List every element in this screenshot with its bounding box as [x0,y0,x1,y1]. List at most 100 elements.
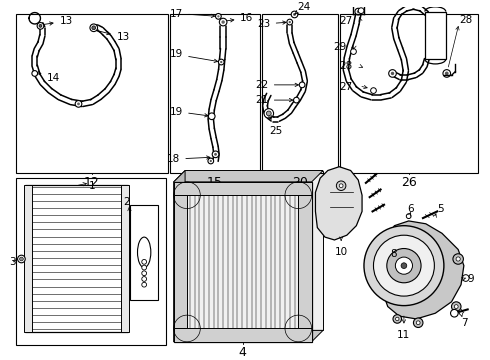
Text: 19: 19 [170,49,218,63]
Circle shape [142,282,147,287]
Circle shape [142,265,147,270]
Circle shape [395,257,413,274]
Text: 28: 28 [459,15,472,25]
Circle shape [20,257,24,261]
Circle shape [299,82,305,88]
Text: 29: 29 [334,42,347,52]
Bar [130,205,158,300]
Circle shape [463,275,469,282]
Circle shape [401,263,407,269]
Polygon shape [316,167,362,240]
Circle shape [142,276,147,282]
Text: 14: 14 [37,71,60,83]
Bar [170,14,260,174]
Circle shape [387,248,421,283]
Circle shape [336,181,346,190]
Circle shape [451,302,461,311]
Polygon shape [185,171,323,330]
Text: 23: 23 [257,19,286,29]
Text: 17: 17 [170,9,215,18]
Text: 15: 15 [207,176,222,189]
Text: 7: 7 [461,318,467,328]
Circle shape [293,13,296,16]
Circle shape [212,151,219,158]
Text: 18: 18 [167,154,210,164]
Text: 21: 21 [256,95,293,105]
Circle shape [32,71,38,76]
Text: 26: 26 [401,176,416,189]
Text: 13: 13 [43,16,73,26]
Circle shape [264,109,273,118]
Circle shape [90,24,98,32]
Text: 22: 22 [256,80,298,90]
Text: 10: 10 [335,247,348,257]
Text: 28: 28 [339,61,352,71]
Text: 3: 3 [9,257,16,267]
Bar [173,182,312,342]
Circle shape [39,24,42,27]
Text: 11: 11 [397,330,411,340]
Circle shape [373,235,434,296]
Circle shape [220,61,222,63]
Bar [340,14,478,174]
Circle shape [291,11,298,18]
Text: 19: 19 [170,107,208,117]
Text: 1: 1 [89,181,95,191]
Text: 24: 24 [294,1,311,14]
Polygon shape [173,171,185,342]
Polygon shape [173,171,323,182]
Circle shape [456,257,460,261]
Circle shape [267,111,271,116]
Circle shape [92,26,96,30]
Circle shape [355,8,362,15]
Text: 12: 12 [84,176,99,189]
Circle shape [416,321,420,325]
Text: 25: 25 [269,116,282,135]
Circle shape [358,8,364,14]
Circle shape [445,72,449,75]
Circle shape [391,72,394,75]
Bar [25,185,128,332]
Text: 27: 27 [339,16,352,26]
Circle shape [75,100,82,107]
Circle shape [357,10,360,13]
Circle shape [208,113,215,120]
Bar [24,185,32,332]
Bar [173,328,312,342]
Circle shape [220,18,227,26]
Text: 27: 27 [339,82,352,92]
Circle shape [294,97,299,103]
Bar [16,14,168,174]
Text: 8: 8 [391,249,397,259]
Text: 16: 16 [227,13,253,23]
Circle shape [453,254,464,264]
Polygon shape [173,330,323,342]
Bar [16,178,166,345]
Circle shape [450,310,458,317]
Circle shape [393,315,401,323]
Circle shape [287,19,293,25]
Circle shape [214,153,217,156]
Ellipse shape [138,237,151,267]
Polygon shape [382,221,464,319]
Circle shape [414,318,423,328]
Circle shape [406,214,411,219]
Text: 20: 20 [292,176,308,189]
Text: 2: 2 [123,197,130,207]
Circle shape [77,103,80,105]
Text: 4: 4 [239,346,246,359]
Circle shape [370,88,376,94]
Bar [173,182,312,195]
Circle shape [210,160,212,162]
Circle shape [443,69,450,77]
Circle shape [351,49,356,54]
Bar [173,195,187,328]
Text: 5: 5 [437,203,444,213]
Circle shape [219,59,224,65]
Circle shape [142,260,147,264]
Circle shape [142,271,147,276]
Text: 13: 13 [97,30,130,42]
Circle shape [289,21,291,23]
Bar [425,12,446,59]
Circle shape [389,69,396,77]
